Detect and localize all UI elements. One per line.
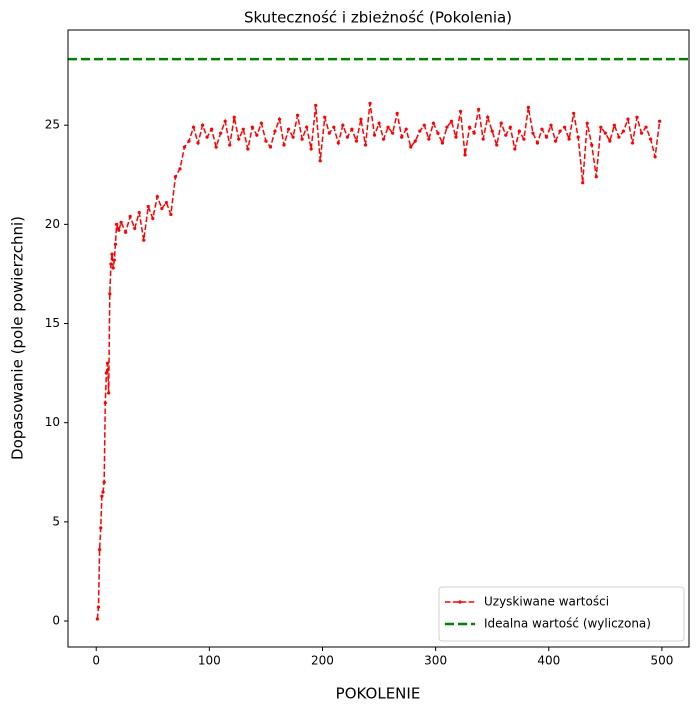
y-tick-label: 5	[52, 514, 60, 528]
x-tick-label: 200	[311, 654, 334, 668]
x-tick-label: 400	[537, 654, 560, 668]
legend-marker	[458, 600, 462, 604]
y-tick-label: 15	[45, 316, 60, 330]
x-tick-label: 300	[424, 654, 447, 668]
y-tick-label: 0	[52, 614, 60, 628]
y-tick-label: 20	[45, 217, 60, 231]
data-line	[95, 101, 662, 621]
y-tick-label: 10	[45, 415, 60, 429]
legend-box	[438, 586, 685, 642]
legend-label: Uzyskiwane wartości	[484, 595, 609, 609]
x-axis-label: POKOLENIE	[336, 685, 421, 703]
x-tick-label: 500	[650, 654, 673, 668]
x-tick-label: 0	[92, 654, 100, 668]
x-tick-label: 100	[198, 654, 221, 668]
chart-title: Skuteczność i zbieżność (Pokolenia)	[244, 9, 512, 27]
legend-label: Idealna wartość (wyliczona)	[484, 617, 651, 631]
y-axis-label: Dopasowanie (pole powierzchni)	[9, 216, 27, 460]
y-tick-label: 25	[45, 118, 60, 132]
plot-frame	[67, 29, 690, 648]
